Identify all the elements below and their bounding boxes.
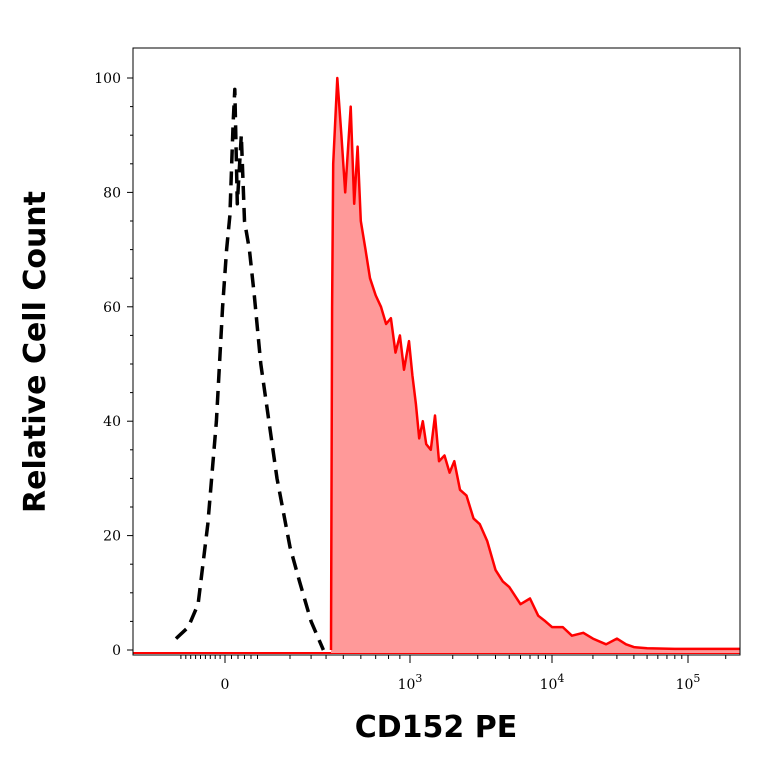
x-axis-title: CD152 PE (355, 710, 517, 745)
y-tick-label-2: 40 (103, 414, 121, 430)
y-tick-label-1: 20 (103, 529, 121, 545)
y-axis-title: Relative Cell Count (18, 191, 53, 513)
y-tick-label-5: 100 (94, 71, 121, 87)
y-tick-label-4: 80 (103, 185, 121, 201)
series-1-fill (331, 78, 740, 653)
axes: 0 20 40 60 80 100 0 103 104 105 (94, 47, 741, 693)
x-tick-label-3: 105 (676, 672, 701, 693)
y-tick-label-3: 60 (103, 300, 121, 316)
x-tick-label-0: 0 (221, 677, 230, 693)
series-0-line (174, 87, 326, 651)
y-tick-label-0: 0 (112, 643, 121, 659)
x-tick-label-1: 103 (398, 672, 423, 693)
x-tick-label-2: 104 (540, 672, 565, 693)
plot-frame (132, 47, 741, 656)
series-1-line (329, 76, 740, 651)
plot-area (133, 76, 740, 654)
